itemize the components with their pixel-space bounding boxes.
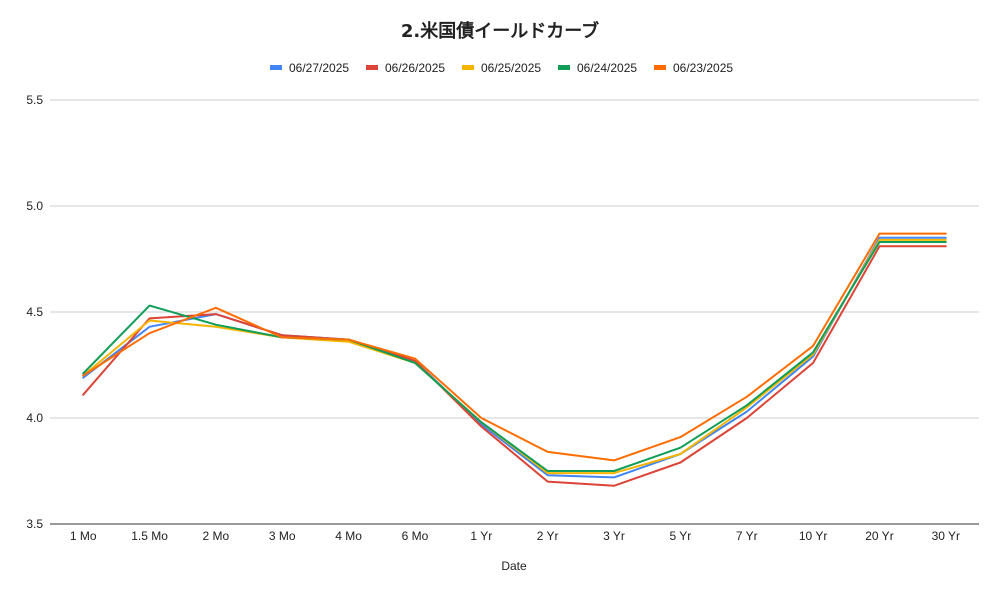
x-tick-label: 2 Yr (537, 529, 559, 543)
legend-swatch (270, 65, 282, 70)
chart-title: 2.米国債イールドカーブ (401, 20, 599, 42)
x-tick-label: 1 Mo (70, 529, 97, 543)
x-tick-label: 3 Yr (603, 529, 625, 543)
y-tick-label: 4.0 (26, 411, 43, 425)
legend-label: 06/24/2025 (577, 61, 637, 75)
x-tick-label: 7 Yr (736, 529, 758, 543)
legend-label: 06/25/2025 (481, 61, 541, 75)
x-tick-label: 6 Mo (402, 529, 429, 543)
x-tick-label: 20 Yr (865, 529, 893, 543)
legend-label: 06/23/2025 (673, 61, 733, 75)
x-tick-label: 2 Mo (203, 529, 230, 543)
legend-swatch (366, 65, 378, 70)
series-lines (82, 232, 947, 487)
legend-label: 06/26/2025 (385, 61, 445, 75)
y-axis-ticks: 3.5 4.0 4.5 5.0 5.5 (26, 93, 43, 531)
gridlines (50, 99, 979, 525)
x-tick-label: 3 Mo (269, 529, 296, 543)
series-line-5 (82, 232, 947, 462)
x-tick-label: 1.5 Mo (131, 529, 168, 543)
x-tick-label: 10 Yr (799, 529, 827, 543)
x-tick-label: 5 Yr (669, 529, 691, 543)
x-axis-ticks: 1 Mo 1.5 Mo 2 Mo 3 Mo 4 Mo 6 Mo 1 Yr 2 Yr 3 Yr 5 … (70, 529, 960, 543)
x-tick-label: 4 Mo (335, 529, 362, 543)
legend-label: 06/27/2025 (289, 61, 349, 75)
series-line-4 (82, 241, 947, 472)
legend-swatch (558, 65, 570, 70)
y-tick-label: 5.5 (26, 93, 43, 107)
x-tick-label: 1 Yr (470, 529, 492, 543)
series-line-2 (82, 245, 947, 487)
y-tick-label: 4.5 (26, 305, 43, 319)
legend: 06/27/2025 06/26/2025 06/25/2025 06/24/2025… (270, 61, 733, 75)
legend-swatch (462, 65, 474, 70)
x-axis-label: Date (501, 559, 527, 573)
x-tick-label: 30 Yr (932, 529, 960, 543)
y-tick-label: 5.0 (26, 199, 43, 213)
y-tick-label: 3.5 (26, 517, 43, 531)
legend-swatch (654, 65, 666, 70)
